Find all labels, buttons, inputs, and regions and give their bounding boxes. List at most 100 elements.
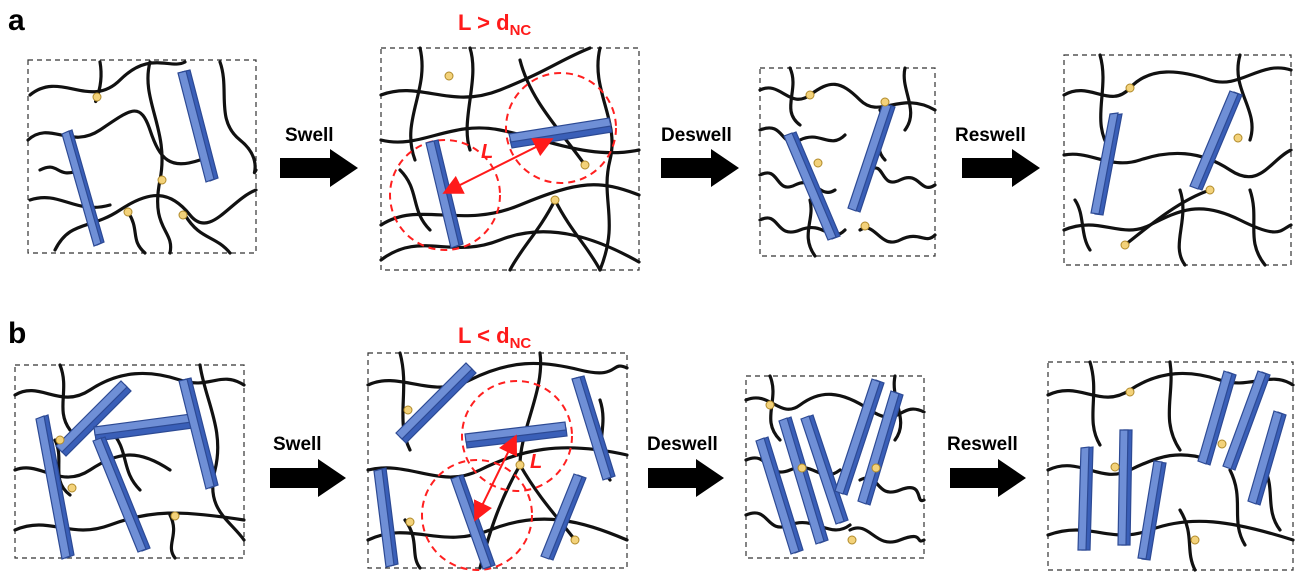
- nanoclay-disk: [425, 139, 464, 249]
- nanoclay-disk: [778, 416, 829, 545]
- crosslink-point: [170, 511, 180, 521]
- nanoclay-disk: [1189, 90, 1243, 191]
- nanoclay-disk: [1247, 410, 1287, 506]
- crosslink-point: [515, 460, 525, 470]
- nanoclay-disk: [1137, 460, 1167, 561]
- nanoclay-disk: [857, 390, 904, 506]
- arrow-label: Deswell: [661, 125, 732, 146]
- nanoclay-disk: [571, 375, 616, 481]
- state-frame: [1063, 54, 1292, 266]
- nanoclay-disk: [92, 436, 151, 553]
- nanoclay-disk: [1197, 370, 1237, 466]
- crosslink-point: [880, 97, 890, 107]
- crosslink-point: [1217, 439, 1227, 449]
- state-frame: [27, 59, 257, 254]
- crosslink-point: [847, 535, 857, 545]
- crosslink-point: [1205, 185, 1215, 195]
- crosslink-point: [123, 207, 133, 217]
- crosslink-point: [1125, 387, 1135, 397]
- nanoclay-disk: [178, 377, 219, 490]
- crosslink-point: [1190, 535, 1200, 545]
- right-arrow-icon: [280, 149, 358, 187]
- nanoclay-disk: [540, 473, 587, 561]
- length-symbol: L: [530, 451, 542, 473]
- panel-a-state-initial: [26, 59, 258, 255]
- right-arrow-icon: [270, 459, 346, 497]
- panel-b-state-deswollen: [744, 374, 926, 559]
- crosslink-point: [178, 210, 188, 220]
- exclusion-circle: [505, 72, 617, 184]
- nanoclay-disk: [93, 413, 194, 442]
- nanoclay-disk: [61, 129, 105, 247]
- crosslink-point: [570, 535, 580, 545]
- panel-a: a L > dNC: [8, 4, 1293, 272]
- crosslink-point: [403, 405, 413, 415]
- crosslink-point: [1125, 83, 1135, 93]
- nanoclay-disk: [755, 436, 804, 555]
- nanoclay-disk: [508, 117, 613, 149]
- nanoclay-disk: [847, 102, 896, 213]
- nanoclay-disk: [373, 467, 399, 568]
- crosslink-point: [797, 463, 807, 473]
- panel-a-arrow-deswell: Deswell: [661, 125, 739, 187]
- arrow-label: Deswell: [647, 434, 718, 455]
- crosslink-point: [860, 221, 870, 231]
- panel-a-condition: L > dNC: [458, 10, 531, 39]
- crosslink-point: [55, 435, 65, 445]
- panel-a-letter: a: [8, 4, 25, 37]
- arrow-label: Swell: [273, 434, 322, 455]
- state-frame: [380, 47, 640, 271]
- crosslink-point: [1233, 133, 1243, 143]
- arrow-label: Swell: [285, 125, 334, 146]
- right-arrow-icon: [962, 149, 1040, 187]
- panel-b-arrow-swell: Swell: [270, 434, 346, 497]
- state-frame: [367, 352, 628, 569]
- nanoclay-disk: [800, 414, 849, 525]
- panel-a-arrow-reswell: Reswell: [955, 125, 1040, 187]
- crosslink-point: [1120, 240, 1130, 250]
- panel-a-arrow-swell: Swell: [280, 125, 358, 187]
- state-frame: [759, 67, 936, 257]
- right-arrow-icon: [648, 459, 724, 497]
- crosslink-point: [805, 90, 815, 100]
- right-arrow-icon: [661, 149, 739, 187]
- nanoclay-disk: [1090, 112, 1123, 216]
- interparticle-distance-arrow: [474, 434, 517, 522]
- crosslink-point: [405, 517, 415, 527]
- panel-b-state-initial: [13, 363, 246, 560]
- panel-b-arrow-reswell: Reswell: [947, 434, 1026, 497]
- length-symbol: L: [481, 141, 493, 163]
- state-frame: [14, 364, 245, 559]
- state-frame: [1047, 361, 1294, 571]
- exclusion-circle: [461, 380, 573, 492]
- nanoclay-disk: [1077, 446, 1094, 551]
- nanoclay-disk: [55, 380, 132, 457]
- nanoclay-disk: [1222, 370, 1271, 471]
- arrow-label: Reswell: [955, 125, 1026, 146]
- nanoclay-disk: [177, 69, 219, 183]
- panel-a-state-deswollen: [758, 66, 937, 258]
- panel-b-state-reswollen: [1046, 360, 1295, 572]
- panel-b-arrow-deswell: Deswell: [647, 434, 724, 497]
- panel-b-condition: L < dNC: [458, 323, 531, 352]
- right-arrow-icon: [950, 459, 1026, 497]
- arrow-label: Reswell: [947, 434, 1018, 455]
- crosslink-point: [871, 463, 881, 473]
- crosslink-point: [580, 160, 590, 170]
- nanoclay-disk: [35, 414, 75, 560]
- crosslink-point: [550, 195, 560, 205]
- nanoclay-disk: [1117, 429, 1133, 546]
- nanoclay-disk: [783, 131, 841, 241]
- panel-a-state-swollen: L: [379, 46, 641, 272]
- panel-b-letter: b: [8, 317, 26, 350]
- crosslink-point: [444, 71, 454, 81]
- panel-a-state-reswollen: [1062, 53, 1293, 267]
- panel-b-state-swollen: L: [366, 351, 629, 571]
- nanoclay-disk: [464, 421, 568, 449]
- crosslink-point: [67, 483, 77, 493]
- nanoclay-disk: [395, 362, 477, 444]
- crosslink-point: [813, 158, 823, 168]
- crosslink-point: [765, 400, 775, 410]
- crosslink-point: [157, 175, 167, 185]
